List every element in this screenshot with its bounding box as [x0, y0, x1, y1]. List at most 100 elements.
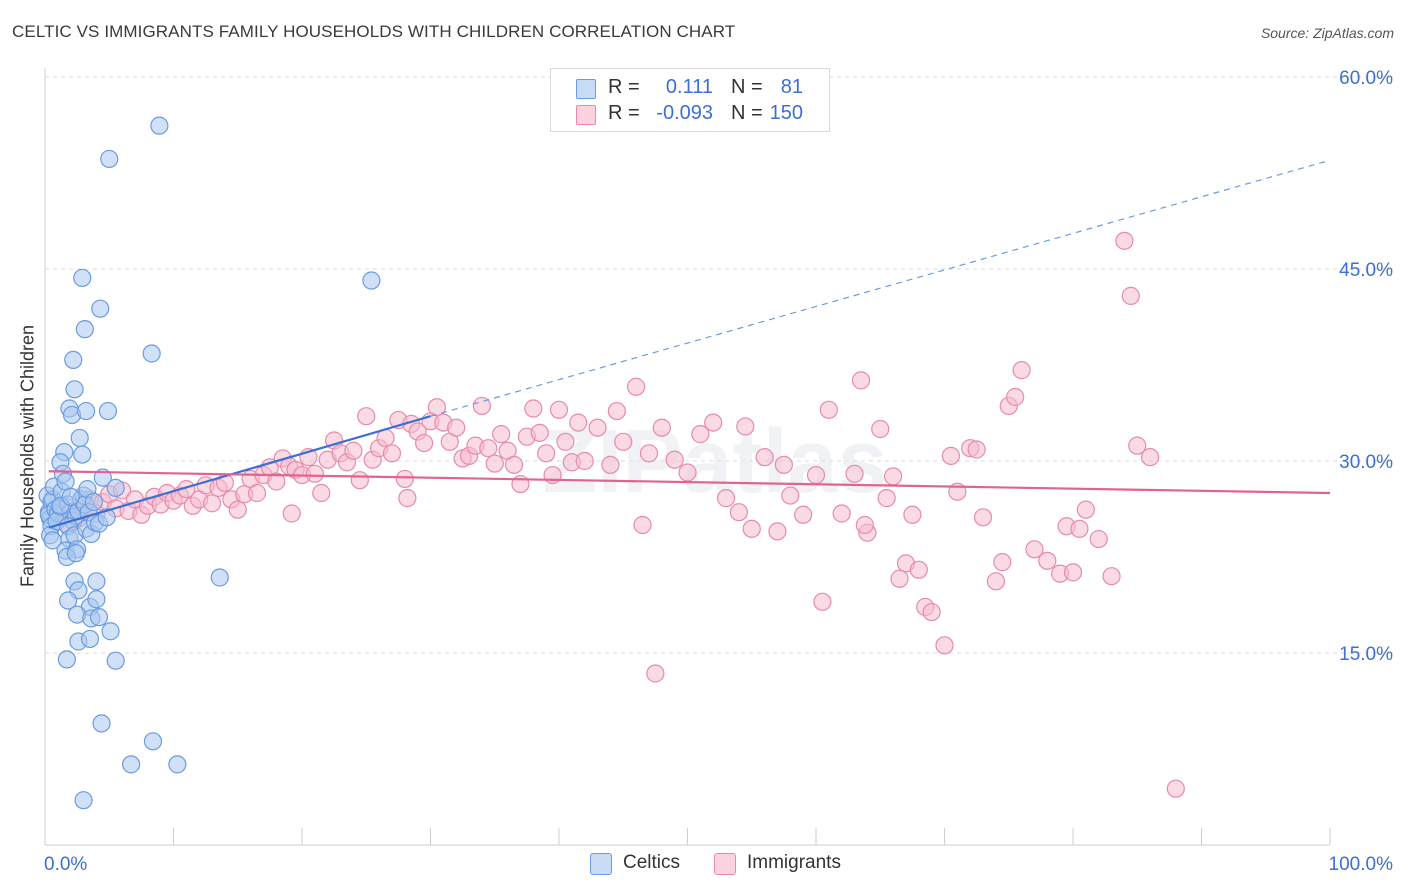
immigrants-point — [1166, 779, 1185, 798]
immigrants-point — [1038, 551, 1057, 570]
celtics-trend-line — [48, 415, 431, 529]
immigrants-point — [569, 413, 588, 432]
immigrants-point — [729, 503, 749, 522]
immigrants-point — [588, 418, 607, 437]
legend-n-value: 150 — [769, 102, 803, 124]
immigrants-point — [614, 432, 633, 451]
x-tick-label: 100.0% — [1329, 854, 1394, 875]
celtics-point — [91, 299, 110, 318]
legend-r-value: 0.111 — [665, 76, 713, 98]
immigrants-point — [678, 463, 697, 482]
immigrants-point — [1121, 286, 1140, 305]
immigrants-swatch — [714, 853, 736, 875]
immigrants-point — [742, 519, 761, 538]
celtics-point — [362, 271, 381, 290]
immigrants-point — [312, 483, 331, 503]
immigrants-point — [1128, 436, 1147, 455]
celtics-point — [87, 590, 106, 609]
immigrants-point — [350, 471, 369, 490]
celtics-point — [92, 714, 111, 733]
celtics-point — [77, 401, 96, 421]
immigrants-point — [922, 602, 941, 622]
celtics-point — [89, 608, 109, 627]
immigrants-point — [492, 425, 511, 444]
immigrants-point — [549, 400, 569, 419]
immigrants-point — [652, 418, 671, 437]
celtics-point — [93, 468, 112, 487]
legend-label: Immigrants — [747, 852, 841, 873]
immigrants-trend-line — [48, 470, 1331, 495]
immigrants-point — [382, 444, 402, 463]
legend-r-label: R = — [608, 102, 640, 124]
immigrants-point — [890, 569, 909, 588]
celtics-point — [210, 568, 229, 587]
immigrants-point — [479, 439, 498, 458]
legend-row-immigrants: R = -0.093 N = 150 — [551, 101, 829, 127]
immigrants-point — [639, 444, 659, 463]
stats-legend: R = 0.111 N = 81 R = -0.093 N = 150 — [550, 68, 830, 132]
legend-r-label: R = — [608, 76, 640, 98]
immigrants-point — [530, 423, 549, 442]
grid-lines — [45, 76, 1395, 654]
legend-r-value: -0.093 — [656, 102, 713, 124]
trend-lines — [48, 159, 1331, 529]
immigrants-point — [556, 432, 575, 451]
immigrants-point — [626, 377, 646, 396]
celtics-point — [168, 755, 187, 774]
immigrants-point — [832, 504, 851, 523]
y-axis-label: Family Households with Children — [17, 324, 38, 588]
immigrants-point — [427, 398, 447, 417]
immigrants-point — [202, 494, 222, 513]
legend-n-value: 81 — [780, 76, 803, 98]
celtics-swatch — [590, 853, 612, 875]
legend-n-label: N = — [731, 76, 763, 98]
celtics-point — [80, 629, 100, 649]
celtics-trend-extension — [430, 159, 1331, 417]
immigrants-point — [543, 465, 562, 485]
immigrants-point — [1012, 361, 1031, 380]
legend-label: Celtics — [623, 852, 681, 873]
immigrants-point — [282, 504, 301, 523]
immigrants-point — [941, 446, 961, 465]
immigrants-point — [524, 399, 543, 418]
immigrants-point — [871, 419, 890, 439]
celtics-point — [75, 320, 94, 339]
immigrants-point — [228, 500, 247, 519]
celtics-point — [106, 478, 125, 497]
legend-n-label: N = — [731, 102, 763, 124]
celtics-point — [84, 492, 103, 512]
legend-row-celtics: R = 0.111 N = 81 — [551, 75, 829, 101]
immigrants-point — [665, 450, 684, 469]
celtics-point — [100, 149, 119, 169]
immigrants-point — [344, 441, 363, 460]
immigrants-point — [794, 505, 813, 524]
immigrants-point — [736, 417, 755, 436]
immigrants-point — [357, 407, 376, 426]
celtics-point — [56, 472, 75, 491]
celtics-point — [87, 572, 106, 591]
celtics-point — [121, 755, 141, 774]
immigrants-point — [395, 469, 414, 489]
celtics-point — [98, 401, 118, 421]
celtics-point — [101, 622, 120, 641]
y-tick-label: 15.0% — [1339, 644, 1393, 665]
immigrants-point — [1089, 529, 1108, 549]
immigrants-point — [903, 505, 922, 524]
immigrants-point — [1115, 231, 1134, 250]
immigrants-point — [806, 465, 826, 485]
immigrants-point — [575, 451, 594, 471]
immigrants-point — [504, 455, 524, 474]
immigrants-point — [472, 396, 491, 416]
immigrants-point — [973, 508, 993, 527]
immigrants-point — [781, 486, 800, 505]
axes — [44, 68, 1331, 846]
immigrants-point — [851, 371, 871, 390]
celtics-point — [57, 650, 76, 669]
y-tick-label: 60.0% — [1339, 68, 1393, 89]
immigrants-point — [646, 664, 665, 683]
immigrants-point — [267, 472, 286, 491]
immigrants-point — [845, 464, 864, 483]
immigrants-point — [1025, 540, 1044, 559]
x-tick-label: 0.0% — [44, 854, 87, 875]
